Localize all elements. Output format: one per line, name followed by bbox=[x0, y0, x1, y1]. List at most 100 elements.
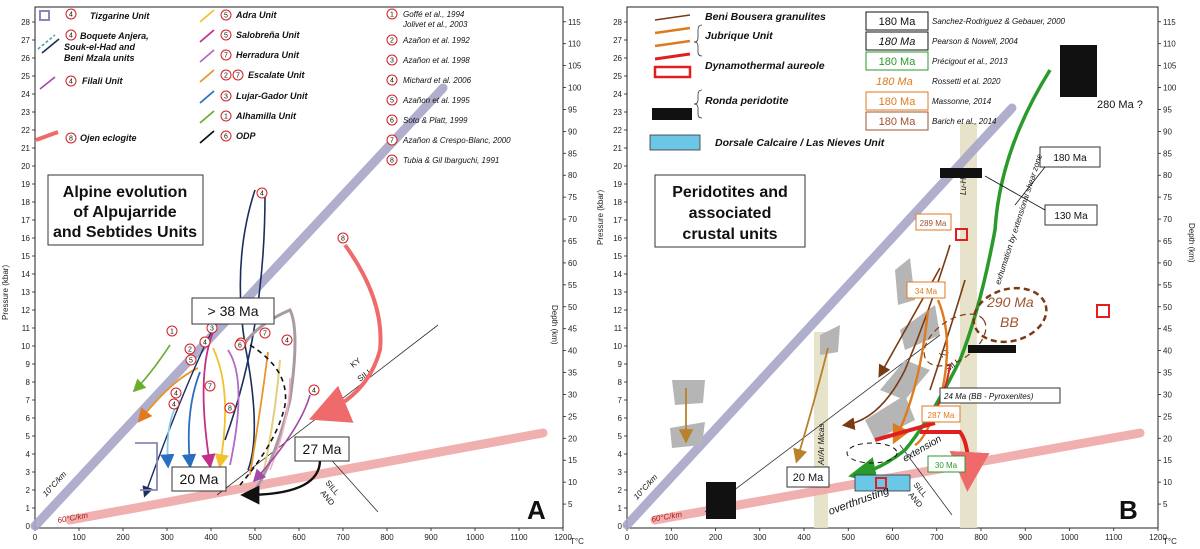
depth-tick-label: 60 bbox=[568, 259, 577, 268]
age-290: 290 Ma bbox=[986, 294, 1034, 310]
age-180-leader bbox=[1014, 166, 1046, 206]
x-tick-label: 400 bbox=[797, 533, 811, 542]
x-tick-label: 700 bbox=[336, 533, 350, 542]
depth-tick-label: 105 bbox=[1163, 62, 1177, 71]
depth-tick-label: 45 bbox=[568, 325, 577, 334]
p-tick-label: 9 bbox=[618, 360, 623, 369]
p-tick-label: 21 bbox=[21, 144, 30, 153]
p-tick-label: 12 bbox=[21, 306, 30, 315]
age-ref-text: Massonne, 2014 bbox=[932, 97, 992, 106]
panel-a-pressure-ticks: 0123456789101112131415161718192021222324… bbox=[21, 18, 35, 531]
dashed-ellipse-bb2 bbox=[923, 313, 987, 367]
depth-tick-label: 50 bbox=[568, 303, 577, 312]
ref-circle-num: 4 bbox=[390, 78, 394, 85]
age-289: 289 Ma bbox=[920, 219, 947, 228]
panel-b-temperature-label: T°C bbox=[1163, 537, 1177, 546]
legend-brace bbox=[693, 89, 703, 119]
ref-circle bbox=[386, 154, 398, 166]
depth-tick-label: 15 bbox=[568, 456, 577, 465]
ref-circle bbox=[168, 398, 180, 410]
p-tick-label: 15 bbox=[613, 252, 622, 261]
path-odp-dashed bbox=[239, 344, 287, 486]
ref-circle bbox=[224, 402, 236, 414]
reference-text: Azañon et al. 1998 bbox=[402, 56, 470, 65]
panel-a-age-box-20 bbox=[171, 466, 227, 492]
x-tick-label: 200 bbox=[116, 533, 130, 542]
ref-circle-num: 7 bbox=[263, 331, 267, 338]
ref-circle-num: 5 bbox=[224, 33, 228, 40]
p-tick-label: 3 bbox=[618, 468, 623, 477]
panel-a-depth-label: Depth (km) bbox=[550, 305, 559, 345]
depth-tick-label: 20 bbox=[568, 434, 577, 443]
p-tick-label: 20 bbox=[21, 162, 30, 171]
depth-tick-label: 20 bbox=[1163, 434, 1172, 443]
depth-tick-label: 90 bbox=[568, 127, 577, 136]
grey-field-2 bbox=[670, 422, 705, 448]
legend-swatch bbox=[199, 29, 215, 43]
age-box-180 bbox=[1039, 146, 1101, 168]
p-tick-label: 17 bbox=[613, 216, 622, 225]
depth-tick-label: 90 bbox=[1163, 127, 1172, 136]
ref-circle bbox=[220, 29, 232, 41]
path-tan-arar bbox=[793, 347, 829, 464]
age-ref-age: 180 Ma bbox=[879, 116, 917, 128]
ref-circle-num: 1 bbox=[390, 12, 394, 19]
path-escalate-2 bbox=[249, 351, 269, 476]
p-tick-label: 10 bbox=[613, 342, 622, 351]
ref-circle-num: 4 bbox=[69, 33, 73, 40]
grey-field-6 bbox=[865, 395, 915, 440]
path-lightblue bbox=[160, 399, 181, 469]
legend-swatch bbox=[35, 130, 59, 142]
depth-tick-label: 65 bbox=[1163, 237, 1172, 246]
panel-a-title-2: of Alpujarride bbox=[73, 204, 177, 221]
panel-b-pressure-label: Pressure (kbar) bbox=[596, 190, 605, 245]
ref-circle-num: 3 bbox=[390, 58, 394, 65]
x-tick-label: 500 bbox=[842, 533, 856, 542]
depth-tick-label: 115 bbox=[1163, 18, 1176, 27]
p-tick-label: 23 bbox=[21, 108, 30, 117]
age-ref-age: 180 Ma bbox=[879, 96, 917, 108]
path-odp-top bbox=[239, 189, 256, 471]
path-lujar-gador bbox=[181, 371, 201, 469]
age-box-289 bbox=[915, 213, 952, 231]
depth-tick-label: 10 bbox=[568, 478, 577, 487]
grey-field-5 bbox=[900, 305, 940, 350]
exhumation-label: exhumation by extensional shear zone bbox=[993, 152, 1044, 285]
p-tick-label: 20 bbox=[613, 162, 622, 171]
ref-circle bbox=[65, 29, 77, 41]
ref-circle-num: 2 bbox=[224, 73, 228, 80]
legend-swatch bbox=[199, 49, 215, 63]
depth-tick-label: 95 bbox=[1163, 105, 1172, 114]
x-tick-label: 900 bbox=[1019, 533, 1033, 542]
age-box-287 bbox=[921, 405, 961, 423]
legend-label: Beni Mzala units bbox=[64, 53, 135, 63]
path-aureole-red bbox=[920, 430, 990, 492]
depth-tick-label: 10 bbox=[1163, 478, 1172, 487]
depth-tick-label: 35 bbox=[568, 369, 577, 378]
dashed-ellipse-small bbox=[846, 442, 898, 464]
x-tick-label: 100 bbox=[665, 533, 679, 542]
lu-hf-band bbox=[960, 123, 977, 528]
depth-tick-label: 45 bbox=[1163, 325, 1172, 334]
depth-tick-label: 5 bbox=[1163, 500, 1168, 509]
p-tick-label: 7 bbox=[26, 396, 31, 405]
legend-swatch bbox=[199, 110, 215, 124]
depth-tick-label: 75 bbox=[1163, 193, 1172, 202]
panel-a-age-box-27 bbox=[294, 436, 350, 462]
depth-tick-label: 100 bbox=[1163, 84, 1177, 93]
age-20-b: 20 Ma bbox=[793, 472, 824, 484]
reference-text: Goffé et al., 1994 bbox=[403, 10, 465, 19]
ref-circle-num: 4 bbox=[69, 12, 73, 19]
p-tick-label: 15 bbox=[21, 252, 30, 261]
p-tick-label: 14 bbox=[21, 270, 30, 279]
ar-ar-label: Ar/Ar Micas bbox=[817, 424, 826, 466]
depth-tick-label: 80 bbox=[568, 171, 577, 180]
panel-a-pressure-label: Pressure (kbar) bbox=[1, 265, 10, 320]
x-tick-label: 200 bbox=[709, 533, 723, 542]
p-tick-label: 27 bbox=[21, 36, 30, 45]
p-tick-label: 6 bbox=[26, 414, 31, 423]
path-jubrique-1 bbox=[892, 309, 930, 445]
panel-a-letter: A bbox=[527, 495, 546, 525]
ref-circle bbox=[65, 8, 77, 20]
legend-label: Herradura Unit bbox=[236, 50, 300, 60]
